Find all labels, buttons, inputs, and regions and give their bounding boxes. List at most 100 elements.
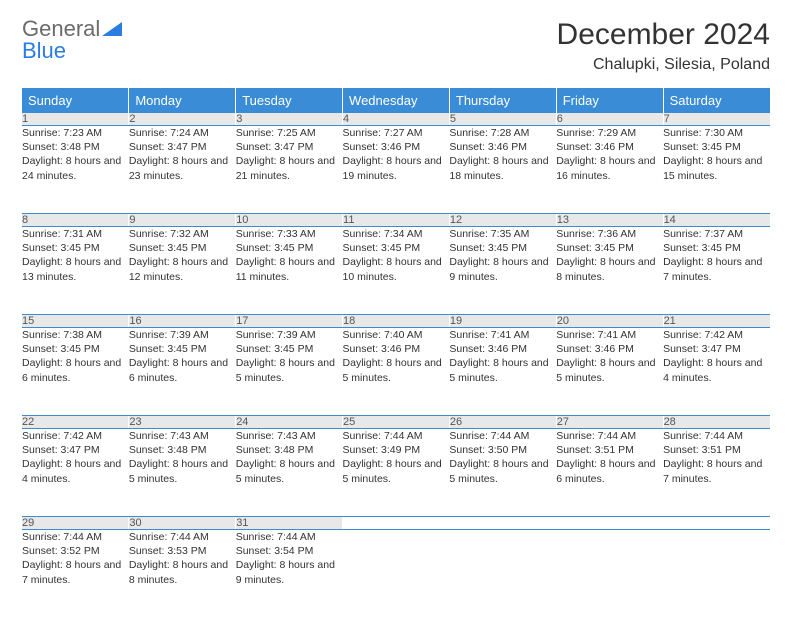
daylight-line: Daylight: 8 hours and 5 minutes. — [343, 356, 450, 384]
calendar-table: SundayMondayTuesdayWednesdayThursdayFrid… — [22, 88, 770, 618]
daynum-row: 891011121314 — [22, 214, 770, 227]
daylight-line: Daylight: 8 hours and 24 minutes. — [22, 154, 129, 182]
week-row: Sunrise: 7:42 AMSunset: 3:47 PMDaylight:… — [22, 429, 770, 517]
sunrise-line: Sunrise: 7:36 AM — [556, 227, 663, 241]
sunset-line: Sunset: 3:46 PM — [556, 342, 663, 356]
daylight-line: Daylight: 8 hours and 5 minutes. — [129, 457, 236, 485]
day-cell: Sunrise: 7:42 AMSunset: 3:47 PMDaylight:… — [22, 429, 129, 517]
location-text: Chalupki, Silesia, Poland — [557, 56, 770, 74]
day-cell — [663, 530, 770, 618]
day-cell: Sunrise: 7:40 AMSunset: 3:46 PMDaylight:… — [343, 328, 450, 416]
sunrise-line: Sunrise: 7:44 AM — [129, 530, 236, 544]
day-cell: Sunrise: 7:43 AMSunset: 3:48 PMDaylight:… — [129, 429, 236, 517]
day-number: 24 — [236, 416, 343, 429]
sunset-line: Sunset: 3:47 PM — [129, 140, 236, 154]
day-number: 3 — [236, 113, 343, 126]
weekday-header: Sunday — [22, 88, 129, 113]
logo-text: General Blue — [22, 18, 122, 62]
day-cell: Sunrise: 7:41 AMSunset: 3:46 PMDaylight:… — [556, 328, 663, 416]
daynum-row: 293031 — [22, 517, 770, 530]
header: General Blue December 2024 Chalupki, Sil… — [22, 18, 770, 74]
sunset-line: Sunset: 3:50 PM — [449, 443, 556, 457]
sunset-line: Sunset: 3:48 PM — [129, 443, 236, 457]
sunrise-line: Sunrise: 7:25 AM — [236, 126, 343, 140]
day-number: 20 — [556, 315, 663, 328]
sunset-line: Sunset: 3:45 PM — [129, 342, 236, 356]
daylight-line: Daylight: 8 hours and 9 minutes. — [449, 255, 556, 283]
sunset-line: Sunset: 3:45 PM — [22, 241, 129, 255]
sunrise-line: Sunrise: 7:38 AM — [22, 328, 129, 342]
daylight-line: Daylight: 8 hours and 8 minutes. — [556, 255, 663, 283]
day-number: 23 — [129, 416, 236, 429]
sunset-line: Sunset: 3:45 PM — [129, 241, 236, 255]
day-cell: Sunrise: 7:44 AMSunset: 3:51 PMDaylight:… — [663, 429, 770, 517]
day-number: 19 — [449, 315, 556, 328]
sunrise-line: Sunrise: 7:28 AM — [449, 126, 556, 140]
day-cell: Sunrise: 7:29 AMSunset: 3:46 PMDaylight:… — [556, 126, 663, 214]
sunset-line: Sunset: 3:49 PM — [343, 443, 450, 457]
weekday-header: Friday — [556, 88, 663, 113]
day-number — [556, 517, 663, 530]
sunrise-line: Sunrise: 7:39 AM — [236, 328, 343, 342]
sunset-line: Sunset: 3:46 PM — [449, 342, 556, 356]
sunrise-line: Sunrise: 7:44 AM — [556, 429, 663, 443]
sunrise-line: Sunrise: 7:44 AM — [449, 429, 556, 443]
sunrise-line: Sunrise: 7:32 AM — [129, 227, 236, 241]
day-number — [343, 517, 450, 530]
day-number: 29 — [22, 517, 129, 530]
weekday-header: Thursday — [449, 88, 556, 113]
sunrise-line: Sunrise: 7:37 AM — [663, 227, 770, 241]
daylight-line: Daylight: 8 hours and 6 minutes. — [129, 356, 236, 384]
logo: General Blue — [22, 18, 122, 62]
sunrise-line: Sunrise: 7:29 AM — [556, 126, 663, 140]
daynum-row: 22232425262728 — [22, 416, 770, 429]
sunrise-line: Sunrise: 7:24 AM — [129, 126, 236, 140]
sunrise-line: Sunrise: 7:43 AM — [129, 429, 236, 443]
logo-word2: Blue — [22, 38, 66, 63]
sunrise-line: Sunrise: 7:41 AM — [556, 328, 663, 342]
daylight-line: Daylight: 8 hours and 4 minutes. — [663, 356, 770, 384]
daynum-row: 1234567 — [22, 113, 770, 126]
daylight-line: Daylight: 8 hours and 5 minutes. — [236, 356, 343, 384]
daylight-line: Daylight: 8 hours and 23 minutes. — [129, 154, 236, 182]
sunrise-line: Sunrise: 7:30 AM — [663, 126, 770, 140]
sunset-line: Sunset: 3:45 PM — [449, 241, 556, 255]
day-number: 21 — [663, 315, 770, 328]
day-number: 8 — [22, 214, 129, 227]
day-number: 5 — [449, 113, 556, 126]
daylight-line: Daylight: 8 hours and 5 minutes. — [556, 356, 663, 384]
day-number: 7 — [663, 113, 770, 126]
day-number — [449, 517, 556, 530]
day-cell — [343, 530, 450, 618]
daylight-line: Daylight: 8 hours and 19 minutes. — [343, 154, 450, 182]
day-cell: Sunrise: 7:33 AMSunset: 3:45 PMDaylight:… — [236, 227, 343, 315]
day-cell: Sunrise: 7:41 AMSunset: 3:46 PMDaylight:… — [449, 328, 556, 416]
sunset-line: Sunset: 3:45 PM — [236, 342, 343, 356]
weekday-header: Monday — [129, 88, 236, 113]
sunset-line: Sunset: 3:47 PM — [236, 140, 343, 154]
sunrise-line: Sunrise: 7:34 AM — [343, 227, 450, 241]
day-cell: Sunrise: 7:30 AMSunset: 3:45 PMDaylight:… — [663, 126, 770, 214]
sunrise-line: Sunrise: 7:40 AM — [343, 328, 450, 342]
sunrise-line: Sunrise: 7:43 AM — [236, 429, 343, 443]
day-cell: Sunrise: 7:24 AMSunset: 3:47 PMDaylight:… — [129, 126, 236, 214]
sunset-line: Sunset: 3:48 PM — [236, 443, 343, 457]
sunrise-line: Sunrise: 7:31 AM — [22, 227, 129, 241]
sunrise-line: Sunrise: 7:33 AM — [236, 227, 343, 241]
day-cell: Sunrise: 7:44 AMSunset: 3:49 PMDaylight:… — [343, 429, 450, 517]
day-cell: Sunrise: 7:39 AMSunset: 3:45 PMDaylight:… — [129, 328, 236, 416]
sunset-line: Sunset: 3:46 PM — [556, 140, 663, 154]
daylight-line: Daylight: 8 hours and 5 minutes. — [343, 457, 450, 485]
sunrise-line: Sunrise: 7:44 AM — [343, 429, 450, 443]
sunrise-line: Sunrise: 7:44 AM — [22, 530, 129, 544]
day-cell: Sunrise: 7:32 AMSunset: 3:45 PMDaylight:… — [129, 227, 236, 315]
sunset-line: Sunset: 3:46 PM — [449, 140, 556, 154]
day-number: 9 — [129, 214, 236, 227]
day-number: 28 — [663, 416, 770, 429]
day-cell: Sunrise: 7:39 AMSunset: 3:45 PMDaylight:… — [236, 328, 343, 416]
sunrise-line: Sunrise: 7:39 AM — [129, 328, 236, 342]
page-title: December 2024 — [557, 18, 770, 52]
daylight-line: Daylight: 8 hours and 4 minutes. — [22, 457, 129, 485]
day-cell: Sunrise: 7:44 AMSunset: 3:53 PMDaylight:… — [129, 530, 236, 618]
weekday-header: Tuesday — [236, 88, 343, 113]
